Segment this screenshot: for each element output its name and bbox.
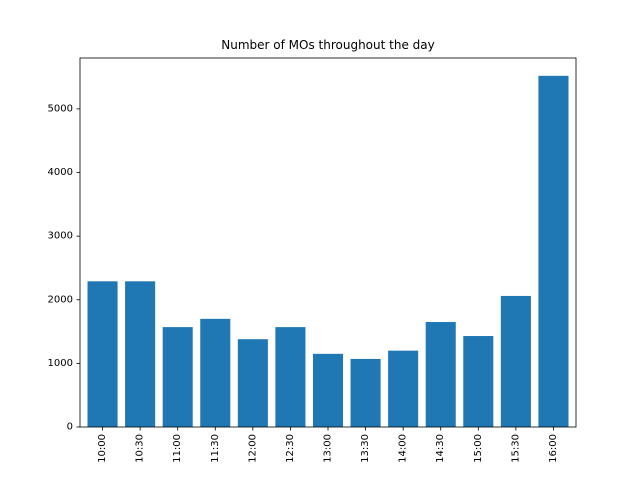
- x-tick-label: 11:00: [172, 434, 183, 463]
- y-axis: 0 1000 2000 3000 4000 5000: [48, 103, 80, 433]
- x-tick-label: 16:00: [548, 434, 559, 463]
- bar-11:30: [200, 318, 231, 427]
- x-tick-label: 14:00: [398, 434, 409, 463]
- x-tick-label: 11:30: [210, 434, 221, 463]
- x-tick-label: 15:30: [510, 434, 521, 463]
- bar-13:00: [312, 353, 344, 427]
- plot-frame: [79, 57, 577, 428]
- bar-15:00: [463, 336, 494, 427]
- x-tick-label: 13:00: [323, 434, 334, 463]
- bar-10:30: [125, 281, 156, 427]
- bar-10:00: [87, 281, 118, 427]
- bar-14:00: [388, 350, 419, 427]
- bar-12:30: [275, 327, 306, 427]
- bars-group: [87, 75, 569, 428]
- y-tick-label: 0: [67, 422, 73, 433]
- bar-16:00: [538, 75, 569, 428]
- y-tick-label: 4000: [48, 167, 73, 178]
- x-tick-label: 15:00: [473, 434, 484, 463]
- bar-13:30: [350, 358, 381, 427]
- x-tick-label: 12:30: [285, 434, 296, 463]
- y-tick-label: 3000: [48, 231, 73, 242]
- y-tick-label: 5000: [48, 103, 73, 114]
- bar-15:30: [500, 295, 531, 427]
- y-tick-label: 2000: [48, 294, 73, 305]
- x-axis: 10:00 10:30 11:00 11:30 12:00 12:30 13:00 13:30…: [97, 427, 559, 463]
- bar-14:30: [425, 322, 456, 427]
- x-tick-label: 13:30: [360, 434, 371, 463]
- x-tick-label: 10:30: [135, 434, 146, 463]
- chart-title: Number of MOs throughout the day: [221, 38, 434, 52]
- y-tick-label: 1000: [48, 358, 73, 369]
- x-tick-label: 10:00: [97, 434, 108, 463]
- x-tick-label: 14:30: [435, 434, 446, 463]
- bar-12:00: [237, 339, 268, 427]
- x-tick-label: 12:00: [247, 434, 258, 463]
- bar-11:00: [162, 327, 193, 427]
